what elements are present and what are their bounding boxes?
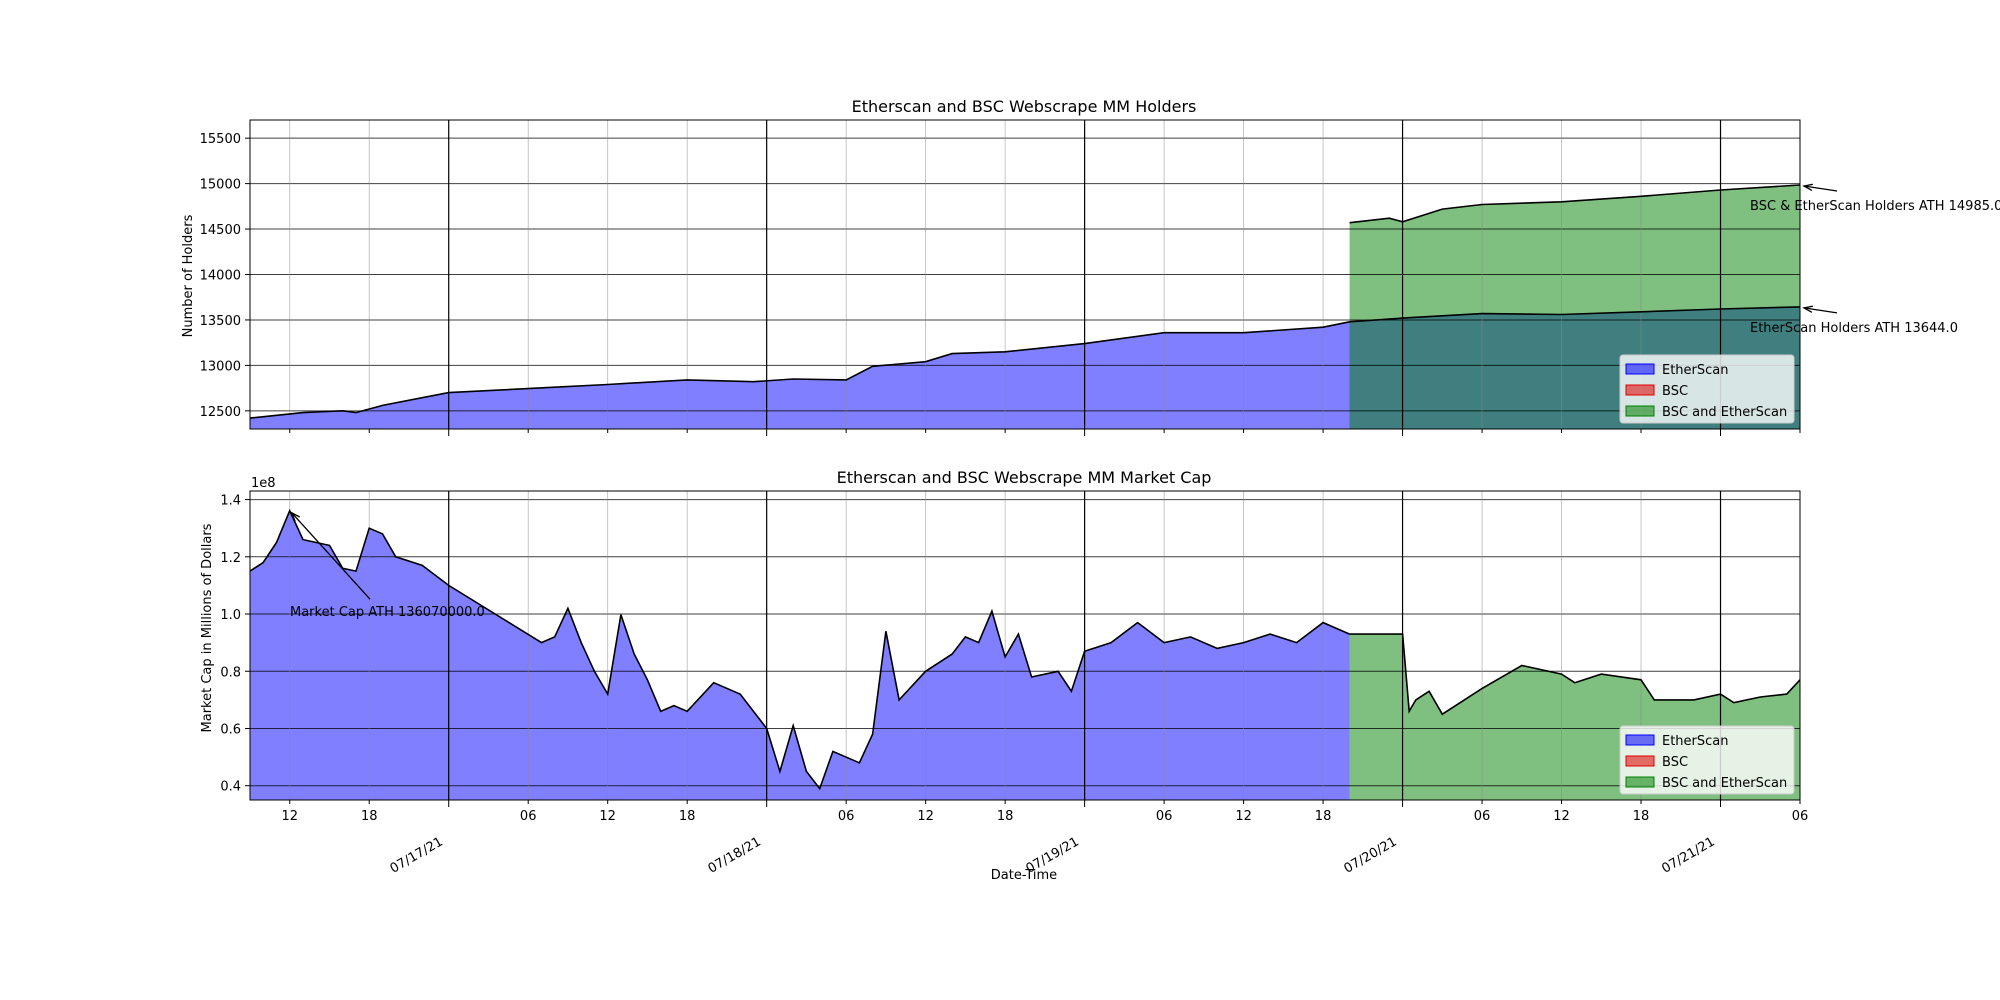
annotation-label: EtherScan Holders ATH 13644.0 [1750,321,1958,336]
x-minor-tick-label: 12 [1235,809,1252,824]
line-bsc-and-etherscan [1349,633,1801,716]
annotation-label: BSC & EtherScan Holders ATH 14985.0 [1750,199,2000,214]
y-tick-label: 0.8 [220,665,241,680]
market-cap-y-ticks: 0.4 0.6 0.8 1.0 1.2 1.4 [220,494,250,795]
y-tick-label: 1.2 [220,551,241,566]
legend-swatch-etherscan [1625,363,1655,375]
holders-chart-title: Etherscan and BSC Webscrape MM Holders [852,97,1197,116]
annotation-label: Market Cap ATH 136070000.0 [290,605,485,620]
holders-y-ticks: 12500 13000 13500 14000 14500 15000 15500 [200,132,250,420]
annotation-arrow-head [1802,183,1813,191]
holders-line-layer [249,184,1801,419]
area-etherscan [250,510,1350,800]
holders-panel: Etherscan and BSC Webscrape MM Holders N… [181,97,2000,436]
x-minor-tick-label: 18 [361,809,378,824]
x-minor-tick-label: 06 [1156,809,1173,824]
x-minor-tick-label: 12 [599,809,616,824]
legend-swatch-bsc-and-etherscan [1625,405,1655,417]
legend-label: BSC and EtherScan [1662,776,1787,791]
x-minor-tick-label: 12 [1553,809,1570,824]
market-cap-panel: Etherscan and BSC Webscrape MM Market Ca… [200,468,1808,883]
y-tick-label: 14000 [200,269,241,284]
annotation-arrow-head [1802,305,1813,313]
x-minor-tick-label: 06 [520,809,537,824]
x-minor-tick-label: 12 [917,809,934,824]
legend-label: EtherScan [1662,734,1729,749]
y-tick-label: 1.0 [220,608,241,623]
y-tick-label: 13500 [200,314,241,329]
market-cap-chart-title: Etherscan and BSC Webscrape MM Market Ca… [837,468,1212,487]
market-cap-y-axis-label: Market Cap in Millions of Dollars [200,523,215,732]
line-etherscan [249,306,1801,419]
y-tick-label: 0.4 [220,780,241,795]
x-minor-tick-label: 12 [281,809,298,824]
annotation-arrow-line [1803,185,1838,192]
holders-x-ticks [289,429,1801,436]
holders-annotations: BSC & EtherScan Holders ATH 14985.0 Ether… [1750,183,2000,336]
y-tick-label: 0.6 [220,722,241,737]
x-minor-tick-label: 18 [997,809,1014,824]
legend-swatch-bsc-and-etherscan [1625,776,1655,788]
y-tick-label: 1.4 [220,494,241,509]
legend-swatch-bsc [1625,384,1655,396]
market-cap-line-layer [249,508,1801,791]
legend-label: BSC [1662,384,1688,399]
y-tick-label: 15000 [200,178,241,193]
annotation-arrow-head [290,511,301,522]
x-minor-tick-label: 06 [1792,809,1809,824]
x-minor-tick-label: 06 [1474,809,1491,824]
y-tick-label: 14500 [200,223,241,238]
annotation-arrow-line [1803,307,1838,314]
market-cap-legend: EtherScan BSC BSC and EtherScan [1619,725,1795,795]
holders-grid [250,120,1801,429]
market-cap-annotations: Market Cap ATH 136070000.0 [290,511,485,620]
x-axis-label: Date-Time [991,868,1057,883]
legend-label: EtherScan [1662,363,1729,378]
annotation-arrow-line [291,512,371,600]
x-minor-tick-label: 18 [679,809,696,824]
holders-legend: EtherScan BSC BSC and EtherScan [1619,354,1795,424]
x-minor-tick-label: 18 [1315,809,1332,824]
x-minor-tick-label: 18 [1633,809,1650,824]
y-tick-label: 13000 [200,359,241,374]
x-minor-tick-label: 06 [838,809,855,824]
holders-y-axis-label: Number of Holders [181,214,196,337]
legend-box [1619,354,1795,424]
holders-axes-frame [249,119,1801,430]
legend-swatch-bsc [1625,755,1655,767]
market-cap-axes-frame [249,490,1801,801]
market-cap-scale-note: 1e8 [251,476,276,491]
legend-box [1619,725,1795,795]
y-tick-label: 15500 [200,132,241,147]
legend-swatch-etherscan [1625,734,1655,746]
line-etherscan [249,508,1350,791]
legend-label: BSC and EtherScan [1662,405,1787,420]
line-bsc-and-etherscan [1349,184,1801,224]
market-cap-grid [250,491,1801,800]
y-tick-label: 12500 [200,405,241,420]
legend-label: BSC [1662,755,1688,770]
